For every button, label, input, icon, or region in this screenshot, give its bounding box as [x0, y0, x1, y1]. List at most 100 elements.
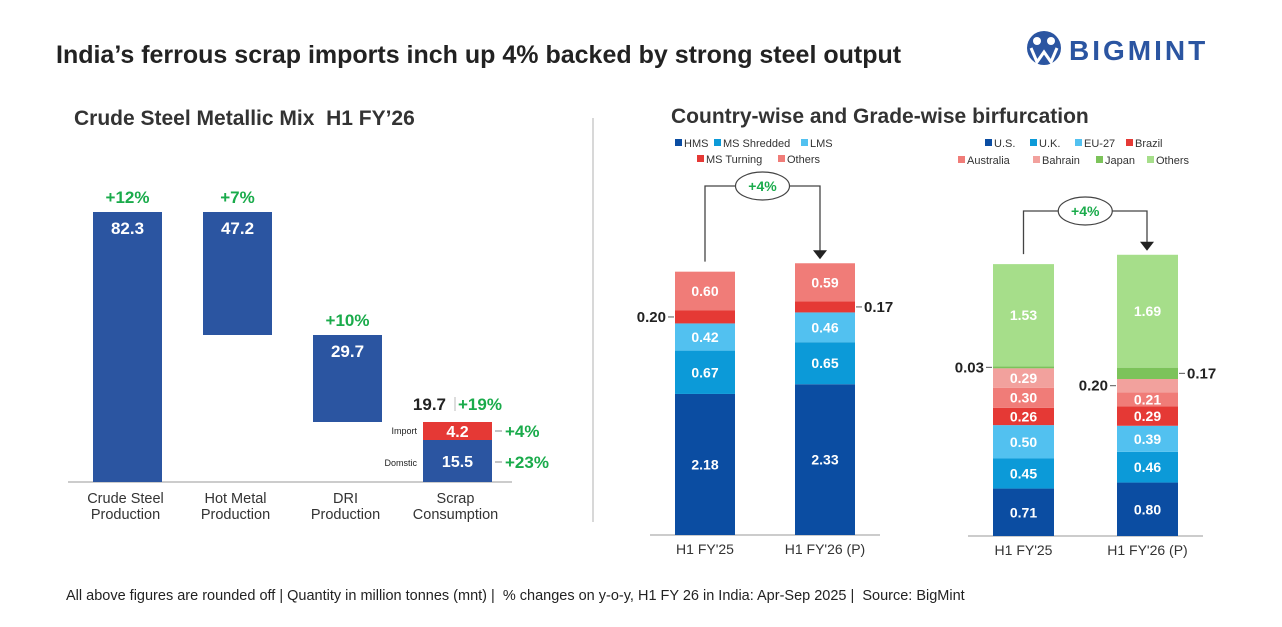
- segment-value-label: 0.17: [1187, 365, 1216, 382]
- legend-item-ms-shredded: MS Shredded: [714, 138, 790, 150]
- category-label: H1 FY'26 (P): [1107, 542, 1187, 558]
- change-label: +12%: [106, 188, 150, 207]
- segment-value-label: 0.46: [811, 319, 838, 335]
- segment-ms-turning: [675, 310, 735, 324]
- arrow-down-icon: [813, 250, 827, 260]
- segment-value-label: 1.53: [1010, 307, 1037, 323]
- segment-u-k-: [993, 458, 1054, 489]
- segment-bahrain: [993, 368, 1054, 388]
- legend-item-eu-27: EU-27: [1075, 138, 1115, 150]
- segment-value-label: 0.26: [1010, 408, 1037, 424]
- bar-crude-steel-production: [93, 212, 162, 482]
- bigmint-logo: BIGMINT: [1027, 31, 1208, 66]
- change-label: +4%: [1071, 203, 1100, 219]
- change-label: +7%: [220, 188, 255, 207]
- legend-label: MS Shredded: [723, 138, 790, 150]
- category-label: Consumption: [413, 507, 498, 523]
- legend-label: Japan: [1105, 155, 1135, 167]
- scrap-change-label: +19%: [458, 395, 502, 414]
- grade-wise-chart: HMS MS Shredded LMS MS Turning Others 2.18 0.6…: [637, 138, 893, 557]
- category-label: H1 FY'26 (P): [785, 541, 865, 557]
- import-value-label: 4.2: [446, 424, 468, 441]
- legend-label: MS Turning: [706, 154, 762, 166]
- segment-u-s-: [993, 488, 1054, 536]
- bar-dri-production: [313, 335, 382, 422]
- segment-value-label: 0.60: [691, 283, 718, 299]
- legend-swatch: [801, 139, 808, 146]
- category-label: Production: [201, 507, 270, 523]
- segment-others: [1117, 254, 1178, 368]
- legend-item-others: Others: [1147, 155, 1190, 167]
- segment-value-label: 0.45: [1010, 466, 1037, 482]
- segment-value-label: 0.29: [1134, 408, 1161, 424]
- segment-value-label: 0.29: [1010, 370, 1037, 386]
- segment-eu-27: [1117, 425, 1178, 452]
- segment-value-label: 0.20: [1079, 378, 1108, 395]
- change-label: +4%: [748, 178, 777, 194]
- segment-lms: [795, 312, 855, 343]
- legend-item-brazil: Brazil: [1126, 138, 1163, 150]
- logo-text: BIGMINT: [1069, 35, 1208, 66]
- segment-value-label: 0.50: [1010, 434, 1037, 450]
- change-badge: [734, 171, 791, 201]
- legend-swatch: [1096, 156, 1103, 163]
- legend-item-others: Others: [778, 154, 821, 166]
- legend-label: Others: [1156, 155, 1190, 167]
- footer-note: All above figures are rounded off | Quan…: [66, 588, 965, 604]
- legend-label: Brazil: [1135, 138, 1163, 150]
- legend-item-bahrain: Bahrain: [1033, 155, 1080, 167]
- segment-value-label: 2.18: [691, 456, 718, 472]
- legend-swatch: [1075, 139, 1082, 146]
- legend-label: Bahrain: [1042, 155, 1080, 167]
- legend-swatch: [675, 139, 682, 146]
- legend-item-u-k-: U.K.: [1030, 138, 1060, 150]
- segment-value-label: 0.42: [691, 329, 718, 345]
- segment-value-label: 0.21: [1134, 391, 1161, 407]
- legend-label: Others: [787, 154, 821, 166]
- segment-value-label: 0.71: [1010, 504, 1037, 520]
- legend-swatch: [958, 156, 965, 163]
- segment-u-k-: [1117, 451, 1178, 483]
- segment-value-label: 0.46: [1134, 459, 1161, 475]
- segment-others: [795, 263, 855, 302]
- import-label: Import: [391, 426, 417, 436]
- segment-value-label: 0.59: [811, 274, 838, 290]
- legend-swatch: [714, 139, 721, 146]
- legend-label: EU-27: [1084, 138, 1115, 150]
- bar-hot-metal-production: [203, 212, 272, 335]
- domestic-label: Domstic: [384, 458, 417, 468]
- country-wise-chart: U.S. U.K. EU-27 Brazil Australia Bahrain Japan…: [955, 138, 1216, 558]
- category-label: Production: [91, 507, 160, 523]
- segment-australia: [993, 387, 1054, 408]
- segment-value-label: 0.39: [1134, 431, 1161, 447]
- legend-swatch: [1126, 139, 1133, 146]
- segment-brazil: [993, 407, 1054, 426]
- metallic-mix-chart: 82.3+12%Crude SteelProduction47.2+7%Hot …: [68, 188, 549, 523]
- legend-item-hms: HMS: [675, 138, 708, 150]
- category-label: H1 FY'25: [676, 541, 734, 557]
- legend-swatch: [985, 139, 992, 146]
- legend-swatch: [1033, 156, 1040, 163]
- legend-item-ms-turning: MS Turning: [697, 154, 762, 166]
- bar-value-label: 29.7: [331, 342, 364, 361]
- segment-value-label: 0.03: [955, 359, 984, 376]
- segment-hms: [795, 384, 855, 535]
- segment-japan: [993, 366, 1054, 369]
- page-title: India’s ferrous scrap imports inch up 4%…: [56, 41, 902, 69]
- legend-label: Australia: [967, 155, 1011, 167]
- segment-value-label: 0.65: [811, 355, 838, 371]
- bar-scrap-import: [423, 422, 492, 440]
- change-badge: [1057, 196, 1113, 226]
- legend-label: LMS: [810, 138, 833, 150]
- segment-value-label: 0.67: [691, 364, 718, 380]
- bar-value-label: 82.3: [111, 219, 144, 238]
- legend-item-japan: Japan: [1096, 155, 1135, 167]
- legend-label: HMS: [684, 138, 708, 150]
- segment-ms-turning: [795, 301, 855, 313]
- change-label: +10%: [326, 311, 370, 330]
- domestic-value-label: 15.5: [442, 454, 473, 471]
- scrap-total-label: 19.7: [413, 395, 446, 414]
- category-label: H1 FY'25: [995, 542, 1053, 558]
- segment-ms-shredded: [675, 350, 735, 394]
